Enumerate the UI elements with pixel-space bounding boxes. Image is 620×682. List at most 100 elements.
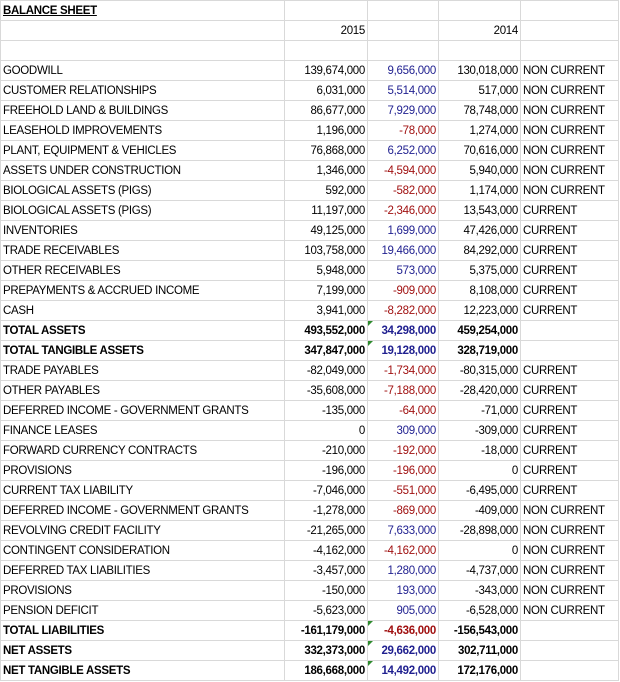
change: -78,000 — [367, 120, 439, 141]
classification: NON CURRENT — [520, 560, 619, 581]
change: -64,000 — [367, 400, 439, 421]
value-2014: -28,420,000 — [438, 380, 521, 401]
data-row: INVENTORIES 49,125,000 1,699,000 47,426,000… — [0, 220, 619, 241]
value-2014: -18,000 — [438, 440, 521, 461]
value-2015: -35,608,000 — [284, 380, 368, 401]
data-row: TOTAL TANGIBLE ASSETS 347,847,000 19,128,0… — [0, 340, 619, 361]
item-label: CURRENT TAX LIABILITY — [0, 480, 285, 501]
change: -582,000 — [367, 180, 439, 201]
item-label: FORWARD CURRENCY CONTRACTS — [0, 440, 285, 461]
change: -4,594,000 — [367, 160, 439, 181]
value-2015: -150,000 — [284, 580, 368, 601]
change: 9,656,000 — [367, 60, 439, 81]
item-label: DEFERRED TAX LIABILITIES — [0, 560, 285, 581]
change: 309,000 — [367, 420, 439, 441]
value-2015: 0 — [284, 420, 368, 441]
classification: CURRENT — [520, 460, 619, 481]
item-label: CASH — [0, 300, 285, 321]
item-label: INVENTORIES — [0, 220, 285, 241]
classification: CURRENT — [520, 200, 619, 221]
data-row: DEFERRED INCOME - GOVERNMENT GRANTS -1,27… — [0, 500, 619, 521]
change: 5,514,000 — [367, 80, 439, 101]
data-row: REVOLVING CREDIT FACILITY -21,265,000 7,63… — [0, 520, 619, 541]
value-2014: 78,748,000 — [438, 100, 521, 121]
value-2014: -71,000 — [438, 400, 521, 421]
data-row: NET ASSETS 332,373,000 29,662,000 302,711,0… — [0, 640, 619, 661]
data-row: TOTAL ASSETS 493,552,000 34,298,000 459,254… — [0, 320, 619, 341]
classification: CURRENT — [520, 360, 619, 381]
data-row: CASH 3,941,000 -8,282,000 12,223,000 CURRENT — [0, 300, 619, 321]
value-2015: -21,265,000 — [284, 520, 368, 541]
value-2015: 332,373,000 — [284, 640, 368, 661]
item-label: CONTINGENT CONSIDERATION — [0, 540, 285, 561]
value-2015: 103,758,000 — [284, 240, 368, 261]
value-2014: -4,737,000 — [438, 560, 521, 581]
change: 19,466,000 — [367, 240, 439, 261]
data-row: CUSTOMER RELATIONSHIPS 6,031,000 5,514,000… — [0, 80, 619, 101]
data-row: OTHER PAYABLES -35,608,000 -7,188,000 -28,4… — [0, 380, 619, 401]
classification: NON CURRENT — [520, 600, 619, 621]
data-row: PREPAYMENTS & ACCRUED INCOME 7,199,000 -90… — [0, 280, 619, 301]
item-label: PLANT, EQUIPMENT & VEHICLES — [0, 140, 285, 161]
data-row: FREEHOLD LAND & BUILDINGS 86,677,000 7,929… — [0, 100, 619, 121]
value-2015: -1,278,000 — [284, 500, 368, 521]
data-row: DEFERRED TAX LIABILITIES -3,457,000 1,280,… — [0, 560, 619, 581]
value-2014: 12,223,000 — [438, 300, 521, 321]
item-label: LEASEHOLD IMPROVEMENTS — [0, 120, 285, 141]
item-label: PROVISIONS — [0, 580, 285, 601]
sheet-title: BALANCE SHEET — [0, 0, 285, 21]
change: -909,000 — [367, 280, 439, 301]
classification: NON CURRENT — [520, 160, 619, 181]
item-label: GOODWILL — [0, 60, 285, 81]
change: -8,282,000 — [367, 300, 439, 321]
change: 193,000 — [367, 580, 439, 601]
classification: CURRENT — [520, 260, 619, 281]
value-2015: -4,162,000 — [284, 540, 368, 561]
classification: NON CURRENT — [520, 60, 619, 81]
value-2015: 7,199,000 — [284, 280, 368, 301]
value-2014: 328,719,000 — [438, 340, 521, 361]
classification: NON CURRENT — [520, 180, 619, 201]
value-2014: -28,898,000 — [438, 520, 521, 541]
classification: NON CURRENT — [520, 140, 619, 161]
value-2015: 49,125,000 — [284, 220, 368, 241]
value-2014: -343,000 — [438, 580, 521, 601]
value-2014: 5,375,000 — [438, 260, 521, 281]
change: 7,929,000 — [367, 100, 439, 121]
value-2015: 347,847,000 — [284, 340, 368, 361]
header-row: 2015 2014 — [0, 20, 619, 41]
change: 1,699,000 — [367, 220, 439, 241]
value-2014: -80,315,000 — [438, 360, 521, 381]
value-2014: -156,543,000 — [438, 620, 521, 641]
data-row: CONTINGENT CONSIDERATION -4,162,000 -4,162… — [0, 540, 619, 561]
value-2014: -6,495,000 — [438, 480, 521, 501]
value-2015: 592,000 — [284, 180, 368, 201]
data-row: PROVISIONS -196,000 -196,000 0 CURRENT — [0, 460, 619, 481]
item-label: FINANCE LEASES — [0, 420, 285, 441]
change: 6,252,000 — [367, 140, 439, 161]
classification: NON CURRENT — [520, 100, 619, 121]
item-label: OTHER PAYABLES — [0, 380, 285, 401]
classification: CURRENT — [520, 300, 619, 321]
value-2014: 459,254,000 — [438, 320, 521, 341]
value-2014: 130,018,000 — [438, 60, 521, 81]
data-row: BIOLOGICAL ASSETS (PIGS) 592,000 -582,000 1… — [0, 180, 619, 201]
data-row: FORWARD CURRENCY CONTRACTS -210,000 -192,0… — [0, 440, 619, 461]
item-label: REVOLVING CREDIT FACILITY — [0, 520, 285, 541]
change: -2,346,000 — [367, 200, 439, 221]
value-2015: 493,552,000 — [284, 320, 368, 341]
change: 1,280,000 — [367, 560, 439, 581]
value-2015: -5,623,000 — [284, 600, 368, 621]
classification: CURRENT — [520, 380, 619, 401]
change: -4,636,000 — [367, 620, 439, 641]
item-label: FREEHOLD LAND & BUILDINGS — [0, 100, 285, 121]
value-2015: 1,346,000 — [284, 160, 368, 181]
change: 7,633,000 — [367, 520, 439, 541]
change: 14,492,000 — [367, 660, 439, 681]
data-row: PENSION DEFICIT -5,623,000 905,000 -6,528,0… — [0, 600, 619, 621]
data-row: LEASEHOLD IMPROVEMENTS 1,196,000 -78,000 1,… — [0, 120, 619, 141]
blank-row — [0, 40, 619, 61]
value-2014: 172,176,000 — [438, 660, 521, 681]
change: -192,000 — [367, 440, 439, 461]
